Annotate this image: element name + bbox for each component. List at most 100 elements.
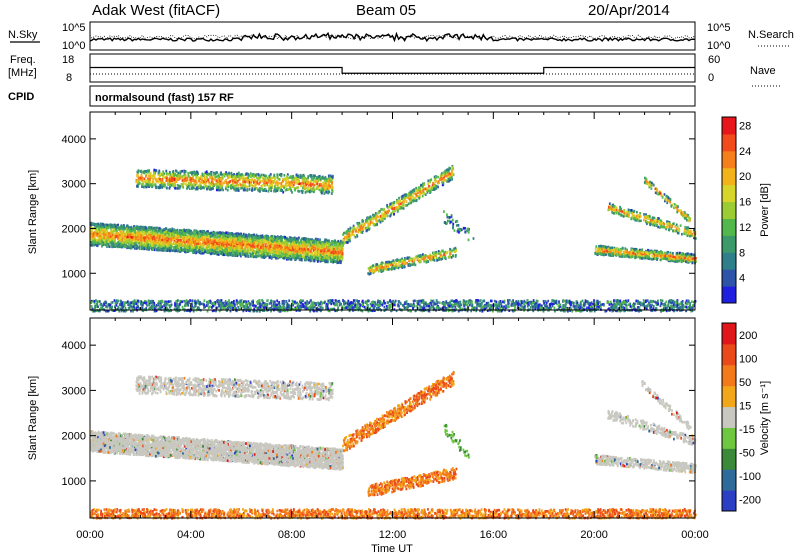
range-cell xyxy=(96,244,98,247)
range-cell xyxy=(194,238,196,241)
range-cell xyxy=(274,239,276,242)
range-cell xyxy=(140,239,142,242)
range-cell xyxy=(129,230,131,233)
range-cell xyxy=(333,256,335,259)
range-cell xyxy=(300,174,302,177)
range-cell xyxy=(337,261,339,264)
range-cell xyxy=(309,247,311,250)
range-cell xyxy=(160,173,162,176)
range-cell xyxy=(129,239,131,242)
range-cell xyxy=(298,241,300,244)
range-cell xyxy=(235,239,237,242)
range-cell xyxy=(242,238,244,241)
range-cell xyxy=(199,232,201,235)
range-cell xyxy=(296,250,298,253)
range-cell xyxy=(293,254,295,257)
range-cell xyxy=(176,245,178,248)
range-cell xyxy=(271,240,273,243)
range-cell xyxy=(290,244,292,247)
range-cell xyxy=(318,254,320,257)
range-cell xyxy=(134,227,136,230)
range-cell xyxy=(285,189,287,192)
range-cell xyxy=(269,245,271,248)
range-cell xyxy=(303,241,305,244)
range-cell xyxy=(237,238,239,241)
range-cell xyxy=(339,254,341,257)
range-cell xyxy=(257,173,259,176)
noise-sky-line xyxy=(90,33,695,41)
range-cell xyxy=(252,244,254,247)
range-cell xyxy=(259,250,261,253)
range-cell xyxy=(105,236,107,239)
range-cell xyxy=(191,246,193,249)
range-cell xyxy=(120,237,122,240)
freq-strip: Freq. [MHz] 18 8 60 0 Nave xyxy=(8,54,780,86)
range-cell xyxy=(194,240,196,243)
range-cell xyxy=(184,248,186,251)
range-cell xyxy=(154,245,156,248)
range-cell xyxy=(307,248,309,251)
range-cell xyxy=(157,186,159,189)
range-cell xyxy=(341,246,343,249)
noise-strip: N.Sky 10^5 10^0 10^5 10^0 N.Search xyxy=(8,22,794,52)
range-cell xyxy=(251,189,253,192)
range-cell xyxy=(304,248,306,251)
range-cell xyxy=(171,230,173,233)
range-cell xyxy=(137,227,139,230)
range-cell xyxy=(260,243,262,246)
log-bot-left: 10^0 xyxy=(62,40,86,52)
range-cell xyxy=(195,249,197,252)
range-cell xyxy=(244,245,246,248)
range-cell xyxy=(140,170,142,173)
range-cell xyxy=(127,247,129,250)
range-cell xyxy=(295,257,297,260)
range-cell xyxy=(198,249,200,252)
range-cell xyxy=(258,240,260,243)
range-cell xyxy=(181,233,183,236)
range-cell xyxy=(115,235,117,238)
range-cell xyxy=(142,243,144,246)
range-cell xyxy=(196,236,198,239)
range-cell xyxy=(209,249,211,252)
range-cell xyxy=(296,245,298,248)
range-cell xyxy=(316,251,318,254)
range-cell xyxy=(105,230,107,233)
range-cell xyxy=(119,226,121,229)
range-cell xyxy=(285,253,287,256)
range-cell xyxy=(268,248,270,251)
range-cell xyxy=(211,252,213,255)
range-cell xyxy=(189,187,191,190)
range-cell xyxy=(241,241,243,244)
range-cell xyxy=(175,234,177,237)
range-cell xyxy=(252,255,254,258)
range-cell xyxy=(207,251,209,254)
range-cell xyxy=(138,234,140,237)
range-cell xyxy=(136,234,138,237)
range-cell xyxy=(317,257,319,260)
range-cell xyxy=(230,239,232,242)
range-cell xyxy=(93,235,95,238)
range-cell xyxy=(269,252,271,255)
range-cell xyxy=(157,231,159,234)
range-cell xyxy=(293,245,295,248)
range-cell xyxy=(184,229,186,232)
range-cell xyxy=(276,252,278,255)
range-cell xyxy=(316,238,318,241)
range-cell xyxy=(327,246,329,249)
range-cell xyxy=(154,227,156,230)
range-cell xyxy=(337,243,339,246)
range-cell xyxy=(274,251,276,254)
range-cell xyxy=(256,251,258,254)
range-cell xyxy=(278,248,280,251)
range-cell xyxy=(290,247,292,250)
range-cell xyxy=(326,260,328,263)
range-cell xyxy=(153,235,155,238)
range-cell xyxy=(299,248,301,251)
range-cell xyxy=(335,251,337,254)
range-cell xyxy=(228,253,230,256)
range-cell xyxy=(339,260,341,263)
range-cell xyxy=(214,232,216,235)
range-cell xyxy=(205,232,207,235)
range-cell xyxy=(100,226,102,229)
range-cell xyxy=(124,245,126,248)
